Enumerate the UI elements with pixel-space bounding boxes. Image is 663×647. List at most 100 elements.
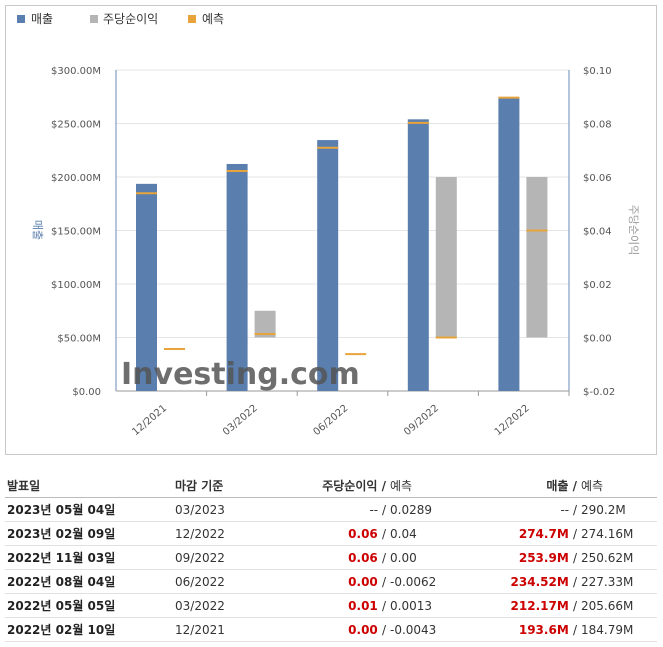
earnings-chart: 매출 주당순이익 예측$300.00M$250.00M$200.00M$150.00… — [17, 12, 640, 438]
release-date: 2022년 11월 03일 — [5, 545, 173, 570]
slash: / — [381, 550, 386, 565]
eps-actual: 0.06 / — [298, 545, 388, 570]
y-left-tick-label: $150.00M — [51, 227, 101, 238]
eps-forecast: -0.0062 — [388, 569, 483, 594]
table-row: 2022년 11월 03일 09/2022 0.06 /0.00 253.9M /25… — [5, 545, 657, 570]
table-row: 2023년 05월 04일 03/2023 -- /0.0289 -- /290.2M — [5, 497, 657, 522]
chart-panel: 매출 주당순이익 예측 $300.00M $250.00M $200.00M $150.00… — [5, 5, 657, 455]
slash: / — [381, 526, 386, 541]
y-right-tick-label: $0.10 — [583, 66, 612, 77]
table-body: 2023년 05월 04일 03/2023 -- /0.0289 -- /290.2M… — [5, 497, 657, 642]
header-eps-label: 주당순이익 — [322, 478, 378, 493]
y-left-tick-label: $200.00M — [51, 173, 101, 184]
eps-actual-value: 0.00 — [348, 574, 378, 589]
revenue-actual: 193.6M / — [483, 617, 579, 642]
period-ending: 09/2022 — [173, 545, 298, 570]
header-eps-forecast[interactable]: 예측 — [388, 473, 483, 498]
eps-bar — [435, 177, 457, 338]
sales-bar — [136, 183, 157, 391]
x-tick-label: 03/2022 — [221, 403, 260, 438]
y-left-tick-label: $50.00M — [57, 334, 101, 345]
revenue-actual: -- / — [483, 497, 579, 522]
header-revenue-forecast[interactable]: 예측 — [579, 473, 657, 498]
slash: / — [572, 502, 577, 517]
sales-bar — [226, 163, 248, 391]
legend-eps-swatch — [90, 15, 98, 23]
eps-forecast: 0.0289 — [388, 497, 483, 522]
eps-actual-value: 0.06 — [348, 550, 378, 565]
header-eps[interactable]: 주당순이익 / — [298, 473, 388, 498]
revenue-forecast: 274.16M — [579, 521, 657, 546]
revenue-actual: 274.7M / — [483, 521, 579, 546]
slash: / — [572, 550, 577, 565]
revenue-actual-value: 212.17M — [510, 598, 569, 613]
header-revenue[interactable]: 매출 / — [483, 473, 579, 498]
revenue-forecast: 227.33M — [579, 569, 657, 594]
revenue-actual: 212.17M / — [483, 593, 579, 618]
legend-forecast-swatch — [188, 15, 196, 23]
table-row: 2023년 02월 09일 12/2022 0.06 /0.04 274.7M /27… — [5, 521, 657, 546]
eps-actual-value: 0.06 — [348, 526, 378, 541]
legend-sales-label: 매출 — [31, 12, 53, 26]
y-right-axis-title: 주당순이익 — [627, 205, 640, 256]
x-tick-label: 12/2022 — [493, 403, 532, 438]
y-right-tick-label: $-0.02 — [583, 387, 615, 398]
y-left-tick-label: $0.00 — [72, 387, 101, 398]
period-ending: 12/2021 — [173, 617, 298, 642]
eps-actual-value: 0.01 — [348, 598, 378, 613]
earnings-table: 발표일 마감 기준 주당순이익 / 예측 매출 / 예측 2023년 05월 0… — [5, 473, 657, 642]
legend-sales-swatch — [17, 15, 25, 23]
revenue-actual-value: 234.52M — [510, 574, 569, 589]
header-period[interactable]: 마감 기준 — [173, 473, 298, 498]
revenue-forecast: 184.79M — [579, 617, 657, 642]
y-left-tick-label: $250.00M — [51, 120, 101, 131]
y-right-tick-label: $0.04 — [583, 227, 612, 238]
slash: / — [572, 622, 577, 637]
eps-actual-value: -- — [369, 502, 379, 517]
period-ending: 06/2022 — [173, 569, 298, 594]
revenue-actual: 234.52M / — [483, 569, 579, 594]
sales-bar — [317, 140, 339, 391]
eps-forecast: -0.0043 — [388, 617, 483, 642]
sales-bar — [498, 97, 520, 392]
y-left-axis-title: 매출 — [31, 220, 44, 240]
release-date: 2022년 08월 04일 — [5, 569, 173, 594]
x-tick-label: 12/2021 — [130, 403, 169, 438]
header-date[interactable]: 발표일 — [5, 473, 173, 498]
eps-actual: 0.01 / — [298, 593, 388, 618]
slash: / — [572, 574, 577, 589]
period-ending: 12/2022 — [173, 521, 298, 546]
x-tick-label: 06/2022 — [312, 403, 351, 438]
slash: / — [381, 622, 386, 637]
table-row: 2022년 05월 05일 03/2022 0.01 /0.0013 212.17M … — [5, 593, 657, 618]
revenue-forecast: 205.66M — [579, 593, 657, 618]
revenue-forecast: 290.2M — [579, 497, 657, 522]
eps-forecast: 0.0013 — [388, 593, 483, 618]
header-revenue-label: 매출 — [546, 478, 569, 493]
sales-bar — [407, 119, 429, 392]
revenue-actual-value: 193.6M — [518, 622, 569, 637]
eps-actual: -- / — [298, 497, 388, 522]
y-right-tick-label: $0.02 — [583, 280, 612, 291]
eps-actual: 0.00 / — [298, 617, 388, 642]
revenue-actual-value: -- — [560, 502, 570, 517]
slash: / — [381, 502, 386, 517]
x-tick-label: 09/2022 — [402, 403, 441, 438]
eps-bar — [254, 310, 276, 338]
release-date: 2022년 02월 10일 — [5, 617, 173, 642]
eps-forecast: 0.04 — [388, 521, 483, 546]
eps-bar — [526, 177, 548, 338]
watermark-logo: Investing.com — [121, 357, 360, 392]
revenue-actual-value: 253.9M — [518, 550, 569, 565]
legend-forecast-label: 예측 — [202, 12, 224, 26]
release-date: 2023년 05월 04일 — [5, 497, 173, 522]
y-right-tick-label: $0.08 — [583, 120, 612, 131]
period-ending: 03/2023 — [173, 497, 298, 522]
revenue-actual: 253.9M / — [483, 545, 579, 570]
y-right-tick-label: $0.00 — [583, 334, 612, 345]
eps-forecast: 0.00 — [388, 545, 483, 570]
y-left-tick-label: $300.00M — [51, 66, 101, 77]
header-eps-slash: / — [381, 478, 386, 493]
slash: / — [572, 598, 577, 613]
table-header-row: 발표일 마감 기준 주당순이익 / 예측 매출 / 예측 — [5, 473, 657, 498]
